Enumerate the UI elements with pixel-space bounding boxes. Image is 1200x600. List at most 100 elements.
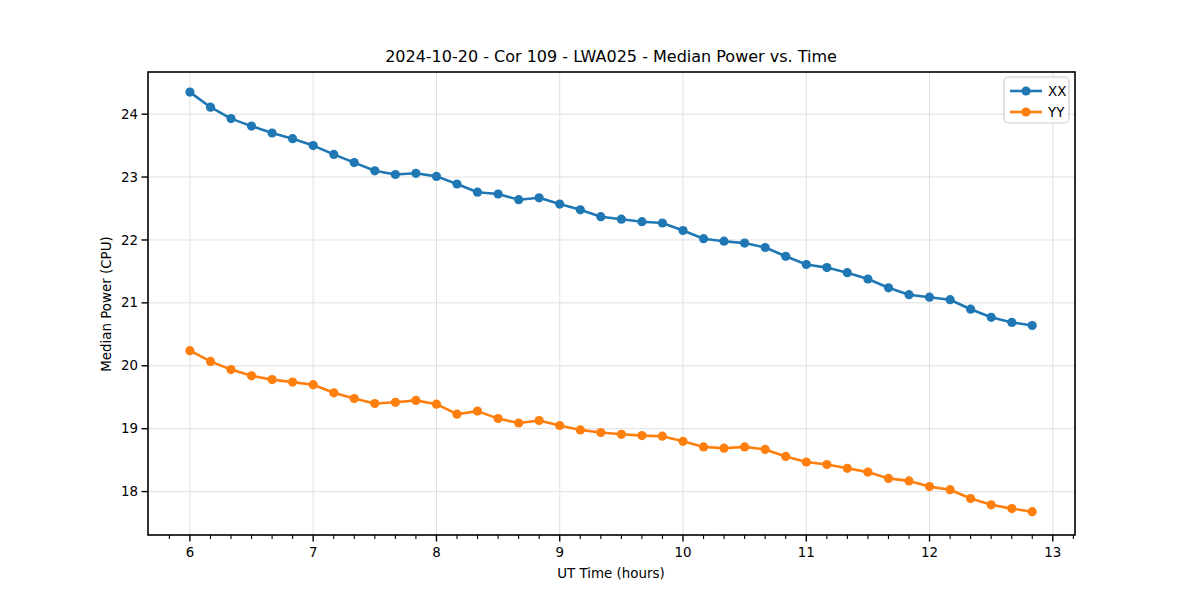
series-YY-point — [843, 464, 852, 473]
y-tick-label: 18 — [121, 484, 138, 499]
series-XX-point — [555, 200, 564, 209]
series-YY-point — [761, 445, 770, 454]
series-XX-point — [719, 237, 728, 246]
series-XX-point — [946, 295, 955, 304]
series-YY-point — [309, 380, 318, 389]
series-XX-point — [781, 252, 790, 261]
series-YY-point — [1007, 504, 1016, 513]
series-YY-point — [473, 407, 482, 416]
series-YY-point — [268, 375, 277, 384]
series-XX-point — [699, 234, 708, 243]
series-XX-point — [226, 114, 235, 123]
series-XX-point — [452, 179, 461, 188]
y-tick-label: 24 — [121, 107, 138, 122]
chart-canvas: 67891011121318192021222324 XXYY 2024-10-… — [0, 0, 1200, 600]
series-YY-point — [699, 442, 708, 451]
series-XX-point — [309, 141, 318, 150]
series-YY-point — [185, 346, 194, 355]
legend-marker — [1021, 86, 1030, 95]
series-YY-point — [452, 410, 461, 419]
series-XX-point — [185, 88, 194, 97]
legend-item-label: YY — [1047, 105, 1065, 120]
series-XX-point — [247, 122, 256, 131]
series-YY-point — [1028, 507, 1037, 516]
series-YY-point — [370, 399, 379, 408]
series-XX-point — [596, 212, 605, 221]
series-XX-point — [350, 158, 359, 167]
x-axis-label: UT Time (hours) — [557, 566, 664, 581]
chart-title: 2024-10-20 - Cor 109 - LWA025 - Median P… — [385, 47, 837, 66]
series-XX-point — [863, 274, 872, 283]
series-XX-point — [1028, 321, 1037, 330]
series-YY-point — [288, 378, 297, 387]
series-XX-point — [391, 170, 400, 179]
legend-item-label: XX — [1048, 84, 1066, 99]
series-XX-point — [802, 260, 811, 269]
grid — [148, 72, 1075, 535]
series-YY-point — [226, 365, 235, 374]
series-XX-point — [966, 305, 975, 314]
series-XX-line — [190, 92, 1032, 325]
series-YY-point — [822, 460, 831, 469]
plot-border — [148, 72, 1075, 535]
series-YY-point — [411, 396, 420, 405]
x-tick-label: 6 — [186, 545, 195, 560]
series-YY-point — [637, 431, 646, 440]
series-YY-point — [802, 457, 811, 466]
series-YY-point — [206, 357, 215, 366]
series-XX-point — [904, 290, 913, 299]
series-XX-point — [925, 293, 934, 302]
series-YY-point — [658, 432, 667, 441]
y-tick-label: 21 — [121, 295, 138, 310]
series-YY-line — [190, 351, 1032, 512]
series-XX-point — [1007, 318, 1016, 327]
series-YY-point — [350, 394, 359, 403]
series-XX-point — [822, 263, 831, 272]
series-YY-point — [247, 371, 256, 380]
x-tick-label: 11 — [798, 545, 815, 560]
series-YY-point — [946, 485, 955, 494]
series-YY-point — [678, 437, 687, 446]
series-XX-point — [432, 172, 441, 181]
series-YY-point — [329, 388, 338, 397]
series-XX-point — [740, 239, 749, 248]
series-XX-point — [494, 189, 503, 198]
series-YY-point — [966, 494, 975, 503]
series-YY-point — [781, 452, 790, 461]
series-XX-point — [370, 166, 379, 175]
x-tick-label: 9 — [555, 545, 564, 560]
series-XX-point — [617, 215, 626, 224]
y-tick-label: 22 — [121, 233, 138, 248]
series-YY-point — [432, 400, 441, 409]
x-tick-label: 10 — [674, 545, 691, 560]
y-tick-label: 19 — [121, 421, 138, 436]
series-XX-point — [761, 243, 770, 252]
series-YY-point — [555, 421, 564, 430]
legend-marker — [1021, 107, 1030, 116]
x-tick-label: 7 — [309, 545, 318, 560]
series-XX-point — [535, 193, 544, 202]
series-XX-point — [843, 268, 852, 277]
legend: XX YY — [1004, 77, 1069, 123]
series-XX-point — [658, 218, 667, 227]
series-XX-point — [411, 169, 420, 178]
series-YY-point — [863, 468, 872, 477]
series-YY-point — [391, 398, 400, 407]
series-XX-point — [637, 217, 646, 226]
chart-figure: 67891011121318192021222324 XXYY 2024-10-… — [0, 0, 1200, 600]
series-YY-point — [535, 416, 544, 425]
series-YY-point — [494, 414, 503, 423]
series-XX-point — [987, 313, 996, 322]
series-YY-point — [925, 482, 934, 491]
x-tick-label: 12 — [921, 545, 938, 560]
series-YY-point — [576, 425, 585, 434]
y-tick-label: 23 — [121, 170, 138, 185]
series-YY-point — [884, 474, 893, 483]
series-XX-point — [268, 128, 277, 137]
series-YY-point — [719, 444, 728, 453]
series-YY-point — [617, 430, 626, 439]
series-XX-point — [473, 188, 482, 197]
series-XX-point — [514, 195, 523, 204]
series-XX-point — [576, 205, 585, 214]
series-XX-point — [288, 134, 297, 143]
